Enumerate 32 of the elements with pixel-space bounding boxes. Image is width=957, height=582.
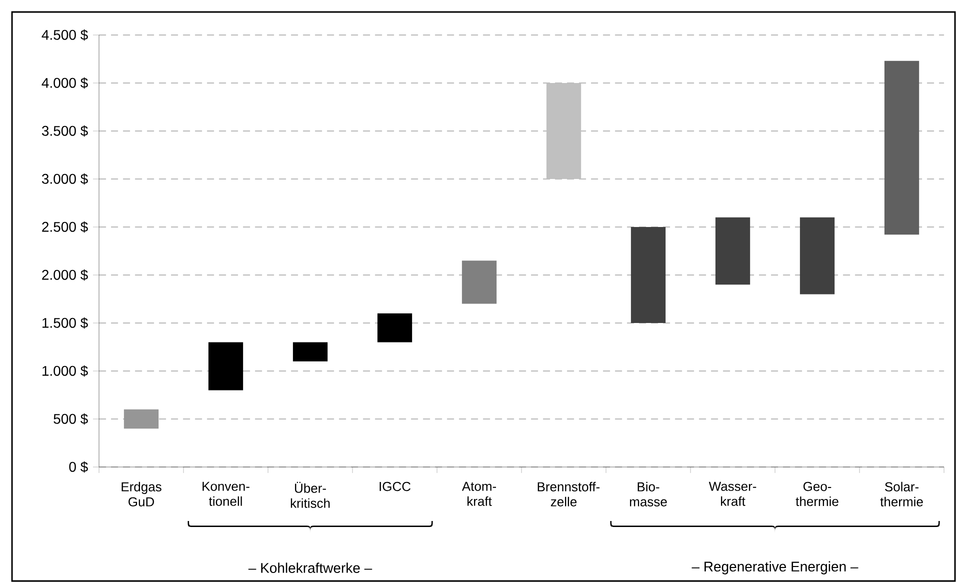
- bar: [546, 83, 582, 179]
- y-tick-label: 3.500 $: [42, 125, 88, 137]
- x-tick-label: IGCC: [380, 482, 411, 492]
- y-tick-label: 1.000 $: [42, 365, 88, 377]
- x-tick-label: Geo-thermie: [796, 482, 838, 506]
- x-tick-label: Solar-thermie: [880, 482, 923, 506]
- y-tick-label: 3.000 $: [42, 173, 88, 185]
- x-tick-label: Atom-kraft: [462, 482, 496, 506]
- text: – Regenerative Energien –: [692, 561, 858, 574]
- x-tick-label: Konven-tionell: [202, 482, 250, 506]
- x-tick-label: Erdgas GuD: [122, 482, 162, 506]
- bar: [292, 342, 328, 362]
- bar: [377, 313, 412, 342]
- bar: [630, 227, 666, 323]
- y-tick-label: 4.500 $: [42, 29, 88, 41]
- bar: [715, 217, 750, 285]
- bar: [884, 60, 920, 235]
- x-tick-label: Über-kritisch: [290, 482, 330, 508]
- bar: [208, 342, 244, 390]
- text: – Kohlekraftwerke –: [248, 562, 372, 573]
- y-tick-label: 500 $: [54, 413, 88, 425]
- bar: [462, 260, 497, 304]
- x-tick-label: Wasser-kraft: [708, 482, 756, 506]
- x-tick-label: Brennstoff-zelle: [538, 482, 600, 506]
- bar: [124, 409, 159, 429]
- x-tick-label: Bio-masse: [630, 482, 667, 506]
- y-tick-label: 2.500 $: [42, 221, 88, 233]
- y-tick-label: 1.500 $: [42, 317, 88, 329]
- y-tick-label: 4.000 $: [42, 77, 88, 89]
- y-tick-label: 0 $: [69, 461, 88, 473]
- bar: [800, 217, 835, 294]
- y-tick-label: 2.000 $: [42, 269, 88, 281]
